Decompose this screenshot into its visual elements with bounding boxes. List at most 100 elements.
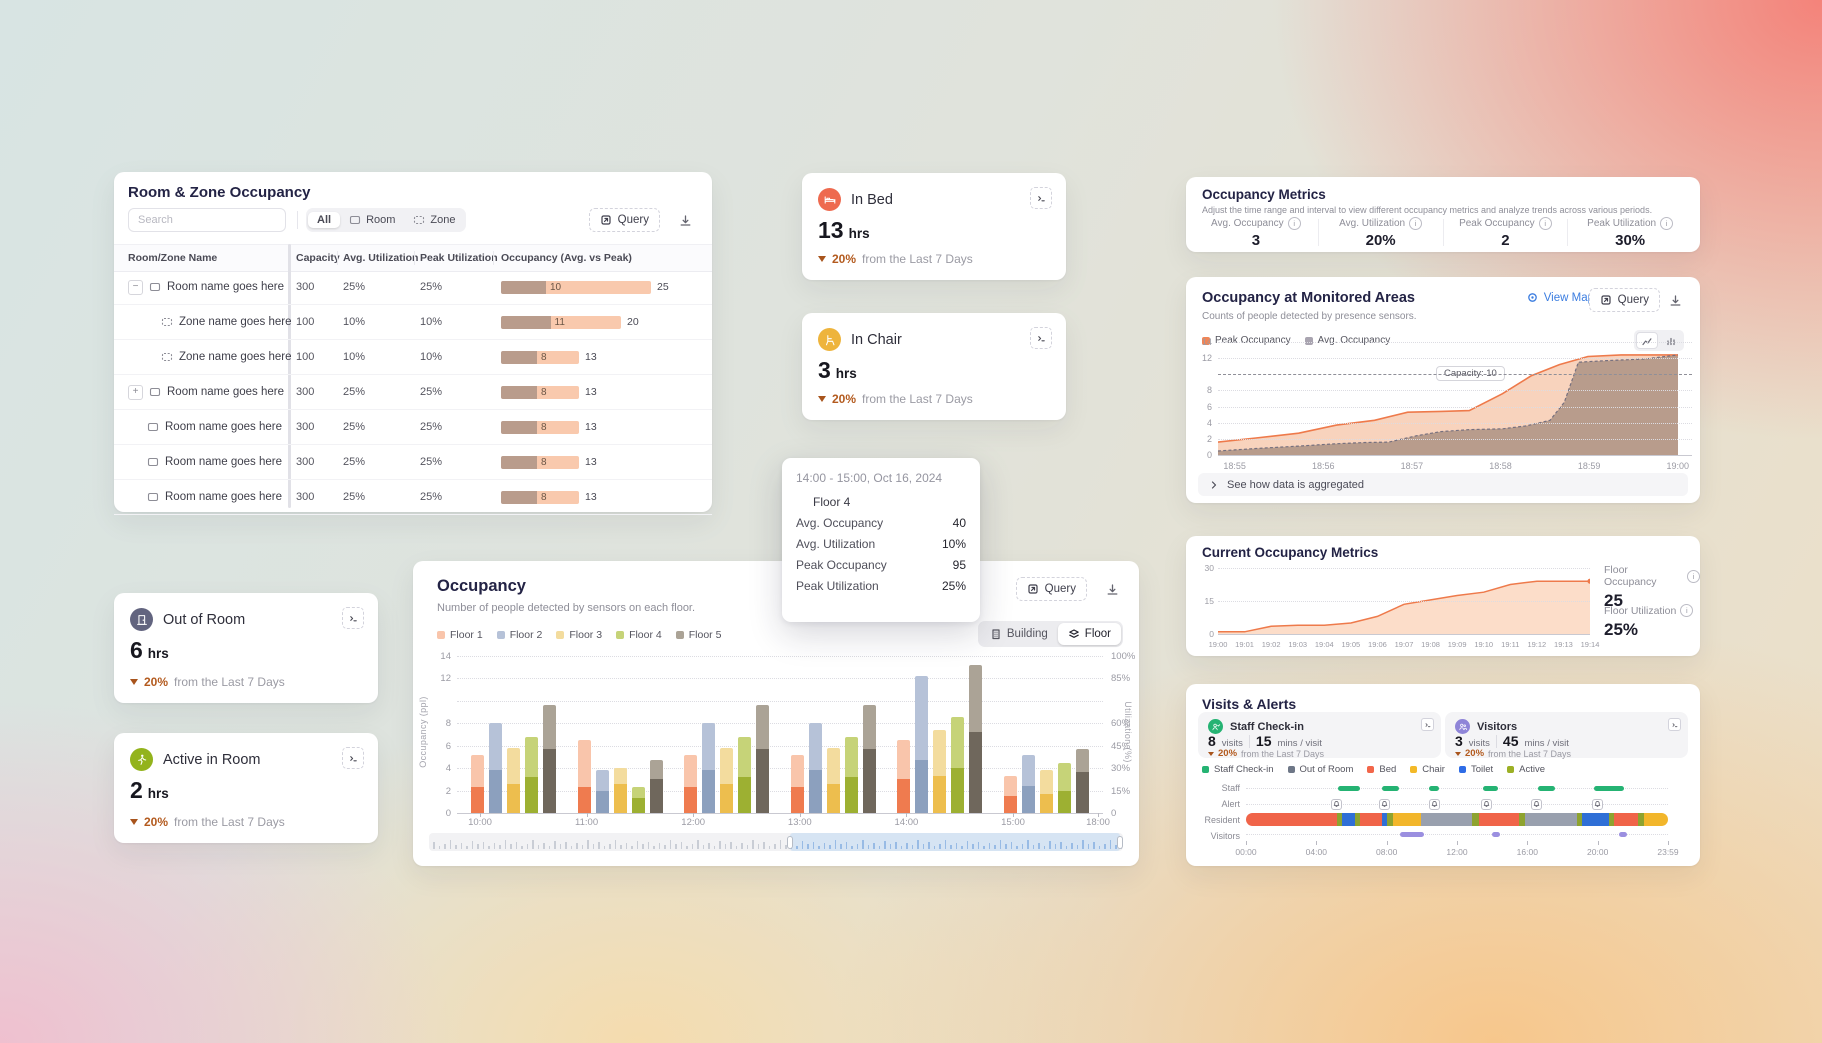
stat-value: 13 (818, 217, 844, 243)
x-tick-label: 08:00 (1376, 847, 1398, 857)
brush-selection[interactable] (789, 833, 1120, 851)
download-icon[interactable] (1105, 580, 1123, 598)
occupancy-bar: 11 20 (501, 305, 704, 339)
search-input[interactable] (128, 208, 286, 232)
info-icon[interactable] (1660, 216, 1674, 230)
brush-tick (889, 844, 892, 849)
legend-item[interactable]: Peak Occupancy (1202, 335, 1291, 346)
filter-zone[interactable]: Zone (404, 212, 464, 228)
alert-icon[interactable] (1531, 798, 1543, 810)
filter-all[interactable]: All (308, 212, 341, 228)
collapse-row-button[interactable]: − (128, 279, 143, 295)
x-tick (799, 813, 801, 817)
download-icon[interactable] (678, 211, 696, 229)
x-axis-line (1218, 455, 1692, 456)
table-row[interactable]: − Room name goes here 300 25% 25% 10 25 (114, 270, 712, 305)
zone-icon (161, 352, 173, 362)
room-icon (147, 492, 159, 502)
brush-handle[interactable] (786, 835, 793, 849)
aggregation-expander[interactable]: See how data is aggregated (1198, 473, 1688, 496)
toggle-building[interactable]: Building (980, 623, 1058, 645)
query-shortcut-button[interactable] (1421, 718, 1434, 731)
column-scrollbar[interactable] (288, 244, 291, 508)
y-tick-label: 8 (1206, 385, 1212, 396)
table-row[interactable]: Zone name goes here 100 10% 10% 11 20 (114, 305, 712, 340)
x-tick (1098, 813, 1099, 817)
info-icon[interactable] (1287, 216, 1301, 230)
legend-item[interactable]: Floor 5 (675, 629, 721, 641)
column-header: Avg. Utilization (343, 252, 419, 264)
query-button[interactable]: Query (1015, 577, 1087, 601)
avg-utilization-cell: 25% (343, 456, 366, 468)
legend-item[interactable]: Floor 1 (437, 629, 483, 641)
peak-utilization-cell: 25% (420, 386, 443, 398)
brush-tick (1032, 845, 1035, 849)
brush-tick (570, 846, 573, 849)
legend-item[interactable]: Floor 4 (616, 629, 662, 641)
resident-segment-toilet (1341, 813, 1355, 826)
legend-item[interactable]: Floor 3 (556, 629, 602, 641)
timeline: 00:00 04:00 08:00 12:00 16:00 20:00 23:59 (1235, 776, 1679, 858)
info-icon[interactable] (1538, 216, 1552, 230)
alert-icon[interactable] (1378, 798, 1390, 810)
table-row[interactable]: Room name goes here 300 25% 25% 8 13 (114, 410, 712, 445)
trend-down-icon (818, 256, 826, 262)
brush-tick (829, 845, 831, 849)
query-shortcut-button[interactable] (1668, 718, 1681, 731)
brush-tick (724, 844, 727, 849)
trend-down-icon (130, 679, 138, 685)
gridline (1218, 342, 1692, 343)
info-icon[interactable] (1409, 216, 1423, 230)
time-range-brush[interactable] (429, 833, 1123, 851)
bar-avg-segment (862, 749, 876, 813)
alert-icon[interactable] (1428, 798, 1440, 810)
brush-tick (730, 842, 732, 849)
query-shortcut-button[interactable] (1030, 327, 1052, 349)
bar-avg-segment (613, 783, 627, 813)
table-row[interactable]: + Room name goes here 300 25% 25% 8 13 (114, 375, 712, 410)
filter-room[interactable]: Room (340, 212, 404, 228)
table-row[interactable]: Room name goes here 300 25% 25% 8 13 (114, 480, 712, 515)
query-shortcut-button[interactable] (342, 747, 364, 769)
expand-row-button[interactable]: + (128, 384, 143, 400)
x-tick-label: 15:00 (1001, 817, 1025, 828)
download-icon[interactable] (1668, 291, 1686, 309)
brush-tick (669, 840, 672, 849)
column-header: Room/Zone Name (128, 252, 218, 264)
brush-tick (565, 842, 567, 849)
brush-tick (554, 841, 556, 849)
alert-icon[interactable] (1331, 798, 1343, 810)
legend-item[interactable]: Floor 2 (496, 629, 542, 641)
delta-value: 20% (832, 392, 857, 406)
y2-tick-label: 15% (1111, 785, 1131, 797)
query-icon (1601, 295, 1611, 305)
query-shortcut-button[interactable] (342, 607, 364, 629)
legend-item[interactable]: Avg. Occupancy (1304, 335, 1390, 346)
brush-tick (532, 840, 534, 849)
table-row[interactable]: Zone name goes here 100 10% 10% 8 13 (114, 340, 712, 375)
brush-tick (1093, 842, 1095, 849)
query-shortcut-button[interactable] (1030, 187, 1052, 209)
view-map-link[interactable]: View Map (1526, 291, 1594, 304)
alert-icon[interactable] (1481, 798, 1492, 810)
brush-handle[interactable] (1116, 835, 1123, 849)
peak-utilization-cell: 25% (420, 281, 443, 293)
staff-visit-segment (1381, 786, 1399, 791)
info-icon[interactable] (1680, 604, 1694, 617)
brush-tick (801, 841, 804, 849)
query-button[interactable]: Query (588, 208, 660, 232)
info-icon[interactable] (1687, 569, 1700, 583)
resident-segment-toilet (1582, 813, 1609, 826)
table-row[interactable]: Room name goes here 300 25% 25% 8 13 (114, 445, 712, 480)
brush-tick (933, 846, 936, 849)
trend-down-icon (818, 396, 826, 402)
alert-icon[interactable] (1591, 798, 1603, 810)
brush-tick (504, 840, 507, 849)
brush-tick (796, 846, 798, 849)
toggle-floor[interactable]: Floor (1057, 623, 1121, 645)
occupancy-chart-card: Occupancy Number of people detected by s… (413, 561, 1139, 866)
bar-avg-segment (738, 777, 752, 813)
brush-tick (906, 843, 908, 849)
gridline (1218, 406, 1692, 408)
query-button[interactable]: Query (1588, 288, 1660, 312)
